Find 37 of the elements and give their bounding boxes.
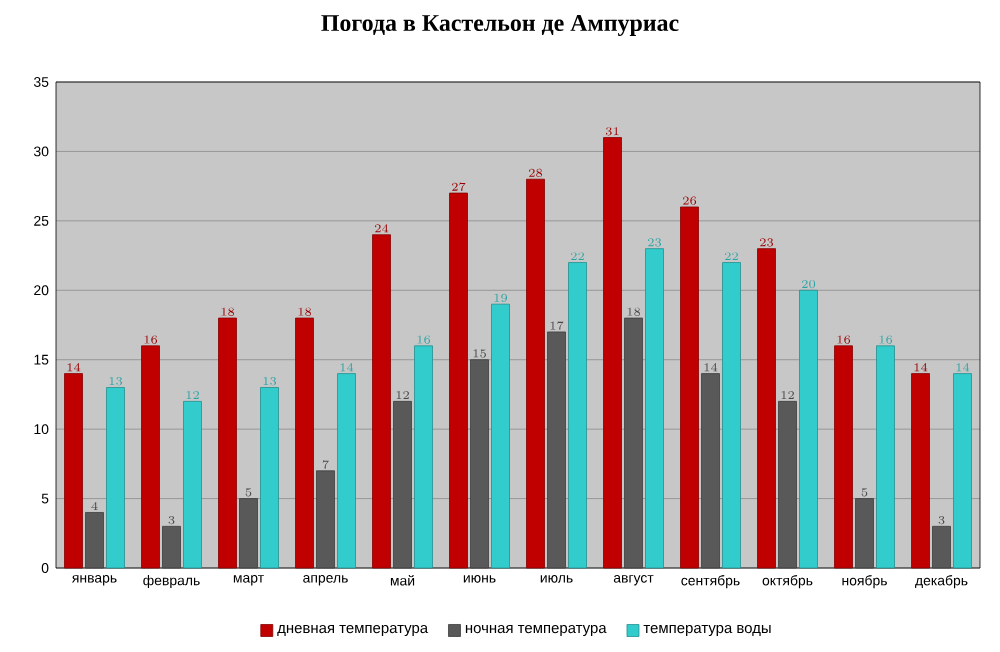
bar [470, 359, 489, 569]
bar [757, 248, 776, 569]
bar [526, 178, 545, 569]
bar [491, 303, 510, 569]
bar [722, 262, 741, 569]
bar [295, 317, 314, 569]
bar [624, 317, 643, 569]
bar [183, 400, 202, 569]
bar [876, 345, 895, 569]
bar [141, 345, 160, 569]
bar [337, 373, 356, 569]
bar [218, 317, 237, 569]
bar [393, 400, 412, 569]
bar [547, 331, 566, 569]
bar [911, 373, 930, 569]
bar [855, 498, 874, 569]
bar [162, 525, 181, 569]
bar [85, 512, 104, 569]
bar [645, 248, 664, 569]
bar [449, 192, 468, 569]
bar [260, 387, 279, 569]
bar [106, 387, 125, 569]
bar [701, 373, 720, 569]
chart-title: Погода в Кастельон де Ампуриас [321, 15, 679, 36]
bar [834, 345, 853, 569]
bar [799, 289, 818, 569]
bar [414, 345, 433, 569]
bar [603, 137, 622, 569]
bar [316, 470, 335, 569]
bar [953, 373, 972, 569]
bar [932, 525, 951, 569]
bar [64, 373, 83, 569]
bar [372, 234, 391, 569]
bar [680, 206, 699, 569]
bar [568, 262, 587, 569]
bar [239, 498, 258, 569]
bar [778, 400, 797, 569]
